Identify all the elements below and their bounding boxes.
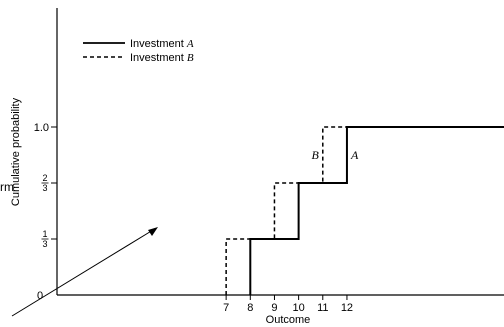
series-line-a [249,126,504,295]
x-tick-label-12: 12 [341,302,353,314]
svg-text:2: 2 [42,173,47,183]
x-tick-label-8: 8 [247,302,253,314]
y-tick-label-1: 23 [41,173,49,193]
x-axis-label: Outcome [266,314,311,326]
legend-label-b: Investment B [130,52,194,64]
y-axis-label: Cumulative probability [10,97,22,206]
x-tick-label-10: 10 [292,302,304,314]
svg-text:3: 3 [42,183,47,193]
y-tick-label-2: 1.0 [34,122,49,134]
x-tick-label-9: 9 [271,302,277,314]
stray-text: rm [0,180,14,194]
svg-text:1: 1 [42,229,47,239]
legend-label-a: Investment A [130,38,194,50]
curve-label-a: A [350,148,359,162]
legend: Investment A Investment B [83,38,194,64]
svg-text:3: 3 [42,239,47,249]
curve-label-b: B [311,148,319,162]
y-tick-label-0: 13 [41,229,49,249]
x-tick-label-7: 7 [223,302,229,314]
x-tick-label-11: 11 [317,302,328,314]
origin-label: 0 [37,290,43,302]
series-line-b [225,126,504,295]
annotation-arrow [11,227,158,317]
